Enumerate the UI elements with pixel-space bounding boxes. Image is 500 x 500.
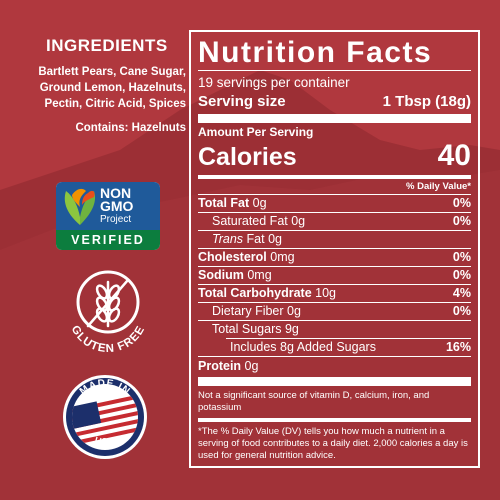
usa-text: USA: [94, 435, 116, 447]
servings-per-container: 19 servings per container: [198, 75, 350, 90]
nutrient-amount: 0mg: [247, 268, 272, 282]
nutrient-row: Cholesterol 0mg 0%: [198, 249, 471, 267]
gluten-free-badge: GLUTEN FREE: [69, 270, 148, 352]
ingredients-line: Ground Lemon, Hazelnuts,: [39, 82, 186, 94]
nutrient-dv: 16%: [445, 340, 471, 354]
nutrient-row: Total Carbohydrate 10g 4%: [198, 285, 471, 303]
ingredients-line: Bartlett Pears, Cane Sugar,: [38, 66, 186, 78]
usa-flag-icon: [72, 394, 138, 446]
non-gmo-badge: NON GMO Project VERIFIED: [56, 182, 160, 250]
divider-thick: [198, 114, 471, 123]
calories-value: 40: [437, 139, 471, 172]
nutrient-row: Includes 8g Added Sugars 16%: [198, 339, 471, 357]
nutrient-amount: 0g: [291, 214, 306, 228]
divider-medium: [198, 418, 471, 422]
non-gmo-line2: GMO: [100, 198, 134, 214]
ingredients-list: Bartlett Pears, Cane Sugar, Ground Lemon…: [10, 64, 186, 112]
nutrient-label: Total Fat: [198, 196, 250, 210]
nutrient-dv: 0%: [452, 304, 471, 318]
vitamin-footnote: Not a significant source of vitamin D, c…: [198, 390, 430, 413]
divider: [198, 70, 471, 71]
nutrient-label: Total Sugars: [212, 322, 282, 336]
calories-label: Calories: [198, 143, 297, 171]
nutrition-title: Nutrition Facts: [198, 36, 433, 69]
ingredients-line: Pectin, Citric Acid, Spices: [44, 98, 186, 110]
nutrient-dv: 4%: [452, 286, 471, 300]
nutrient-row: Total Fat 0g 0%: [198, 195, 471, 213]
wheat-icon: [86, 278, 130, 328]
non-gmo-verified: VERIFIED: [56, 230, 160, 250]
calories-row: Calories 40: [198, 139, 471, 174]
nutrient-amount: 9g: [284, 322, 299, 336]
nutrient-label: Protein: [198, 358, 242, 373]
nutrient-amount: 0g: [244, 358, 259, 373]
nutrient-row: Trans Fat 0g: [198, 231, 471, 249]
nutrient-amount: 0g: [252, 196, 267, 210]
divider-medium: [198, 175, 471, 179]
nutrition-facts-panel: Nutrition Facts 19 servings per containe…: [189, 30, 480, 468]
nutrient-row: Total Sugars 9g: [212, 321, 471, 339]
nutrient-label-italic: Trans: [212, 232, 244, 246]
nutrient-label: Fat: [246, 232, 265, 246]
svg-text:USA: USA: [94, 435, 117, 447]
divider-thick: [198, 377, 471, 386]
nutrient-row: Dietary Fiber 0g 0%: [198, 303, 471, 321]
ingredients-title: INGREDIENTS: [46, 36, 168, 55]
serving-size-label: Serving size: [198, 93, 286, 110]
nutrient-label: Sodium: [198, 268, 244, 282]
nutrient-row: Protein 0g: [198, 357, 471, 375]
non-gmo-header: NON GMO Project: [56, 182, 160, 230]
nutrient-amount: 0mg: [270, 250, 295, 264]
daily-value-header: % Daily Value*: [198, 180, 471, 195]
nutrient-amount: 0g: [287, 304, 301, 318]
nutrient-label: Total Carbohydrate: [198, 286, 312, 300]
gluten-free-text: GLUTEN FREE: [69, 324, 147, 352]
serving-size-value: 1 Tbsp (18g): [382, 93, 471, 110]
nutrient-dv: 0%: [452, 196, 471, 210]
nutrient-amount: 0g: [268, 232, 282, 246]
non-gmo-line3: Project: [100, 214, 132, 225]
serving-size-row: Serving size 1 Tbsp (18g): [198, 92, 471, 112]
amount-per-serving: Amount Per Serving: [198, 125, 314, 139]
nutrient-dv: 0%: [452, 214, 471, 228]
left-column: INGREDIENTS Bartlett Pears, Cane Sugar, …: [0, 0, 190, 500]
svg-text:GLUTEN FREE: GLUTEN FREE: [69, 324, 148, 352]
nutrient-row: Saturated Fat 0g 0%: [198, 213, 471, 231]
nutrient-amount: 10g: [315, 286, 337, 300]
butterfly-leaf-icon: [64, 188, 96, 225]
allergen-contains: Contains: Hazelnuts: [75, 122, 186, 134]
nutrient-dv: 0%: [452, 268, 471, 282]
nutrient-label: Saturated Fat: [212, 214, 288, 228]
daily-value-footnote: *The % Daily Value (DV) tells you how mu…: [198, 426, 468, 461]
nutrient-label: Dietary Fiber: [212, 304, 284, 318]
nutrient-label: Includes 8g Added Sugars: [230, 340, 376, 354]
non-gmo-line1: NON: [100, 185, 132, 201]
nutrient-dv: 0%: [452, 250, 471, 264]
nutrient-label: Cholesterol: [198, 250, 267, 264]
nutrient-row: Sodium 0mg 0%: [198, 267, 471, 285]
made-in-usa-badge: MADE IN USA: [63, 375, 147, 459]
